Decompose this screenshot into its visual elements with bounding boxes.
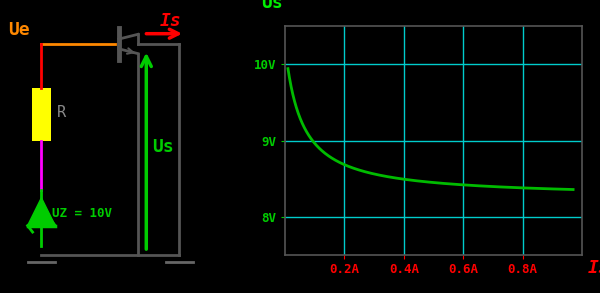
Text: Us: Us	[261, 0, 283, 12]
Text: Us: Us	[152, 138, 173, 156]
Text: Is: Is	[160, 12, 182, 30]
Text: UZ = 10V: UZ = 10V	[52, 207, 112, 220]
Bar	[32, 88, 51, 141]
Text: R: R	[56, 105, 66, 120]
Polygon shape	[28, 198, 55, 226]
Text: Ue: Ue	[8, 21, 30, 39]
Text: Is: Is	[588, 259, 600, 277]
